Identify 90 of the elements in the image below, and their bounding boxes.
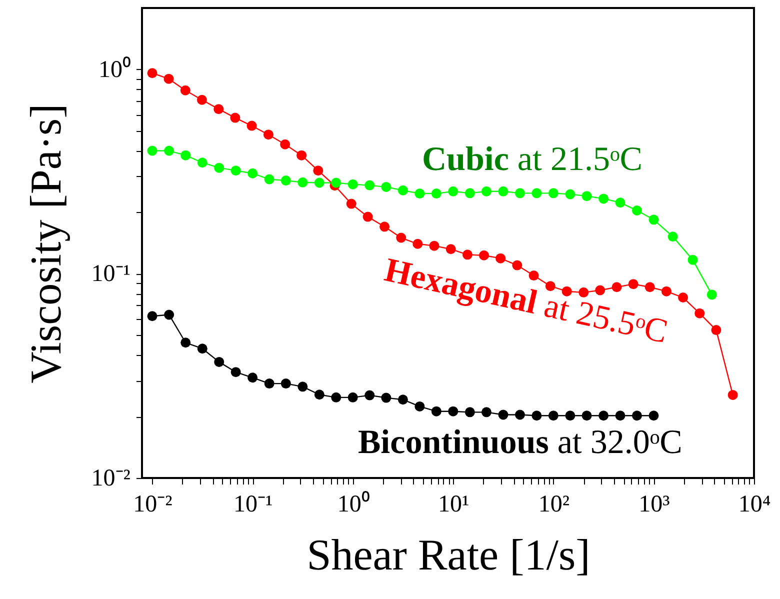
x-tick-label: 10⁴ [738, 492, 771, 518]
point [565, 410, 576, 421]
point [632, 410, 642, 421]
point [230, 112, 240, 123]
point [548, 410, 558, 421]
point [582, 191, 592, 202]
point [498, 186, 508, 196]
point [481, 407, 492, 418]
point [164, 310, 174, 320]
point [214, 104, 224, 114]
point [431, 406, 442, 416]
y-axis-title: Viscosity [Pa·s] [21, 104, 70, 384]
point [464, 407, 475, 418]
y-tick-label: 10⁻² [91, 466, 130, 492]
series-label: Cubic at 21.5ᵒC [422, 141, 642, 178]
point [615, 198, 626, 208]
point [230, 166, 241, 176]
point [298, 177, 308, 188]
point [398, 394, 408, 405]
point [431, 188, 442, 199]
point [314, 390, 324, 400]
point [214, 162, 224, 173]
point [298, 382, 308, 392]
point [632, 206, 642, 216]
x-tick-label: 10² [538, 492, 570, 518]
point [147, 311, 158, 322]
point [313, 166, 324, 176]
point [147, 146, 158, 156]
point [263, 130, 274, 140]
x-tick-label: 10¹ [438, 492, 470, 518]
point [164, 146, 174, 156]
point [280, 176, 291, 186]
point [248, 168, 258, 178]
point [180, 338, 191, 348]
point [532, 410, 542, 421]
series-label: Bicontinuous at 32.0ᵒC [358, 424, 682, 461]
point [246, 120, 257, 131]
point [364, 180, 375, 190]
x-tick-label: 10⁻¹ [233, 492, 273, 518]
point [615, 410, 626, 421]
point [196, 94, 207, 105]
point [331, 178, 342, 188]
y-tick-label: 10⁻¹ [91, 261, 130, 288]
point [498, 410, 508, 420]
point [464, 188, 475, 198]
point [280, 139, 290, 150]
point [180, 85, 190, 96]
point [598, 194, 609, 204]
point [164, 74, 174, 84]
point [331, 392, 342, 402]
point [448, 186, 458, 196]
point [532, 188, 542, 198]
point [296, 150, 307, 160]
point [398, 185, 408, 196]
y-tick-label: 10⁰ [98, 56, 130, 83]
point [381, 392, 392, 403]
point [414, 401, 425, 412]
point [248, 372, 258, 383]
point [414, 188, 425, 199]
text: Hexagonal at 25.5ᵒC [381, 252, 671, 351]
point [514, 410, 525, 420]
point [364, 390, 375, 400]
point [197, 344, 208, 354]
point [197, 158, 208, 168]
point [264, 378, 274, 389]
point [565, 189, 576, 200]
point [648, 410, 659, 421]
point [214, 356, 224, 367]
point [230, 367, 241, 378]
point [598, 410, 609, 421]
point [481, 186, 492, 196]
point [348, 179, 358, 190]
point [380, 222, 390, 232]
x-tick-label: 10⁻² [133, 492, 172, 518]
point [548, 188, 558, 198]
point [280, 378, 291, 389]
point [648, 214, 659, 225]
point [348, 392, 358, 402]
point [264, 174, 274, 184]
point [346, 198, 356, 209]
point [514, 188, 525, 198]
point [147, 68, 158, 78]
point [180, 150, 191, 160]
point [582, 410, 592, 421]
point [314, 178, 324, 188]
x-tick-label: 10³ [638, 492, 670, 518]
x-axis-title: Shear Rate [1/s] [306, 530, 590, 580]
x-tick-label: 10⁰ [337, 490, 370, 518]
point [448, 406, 458, 416]
point [381, 182, 392, 192]
